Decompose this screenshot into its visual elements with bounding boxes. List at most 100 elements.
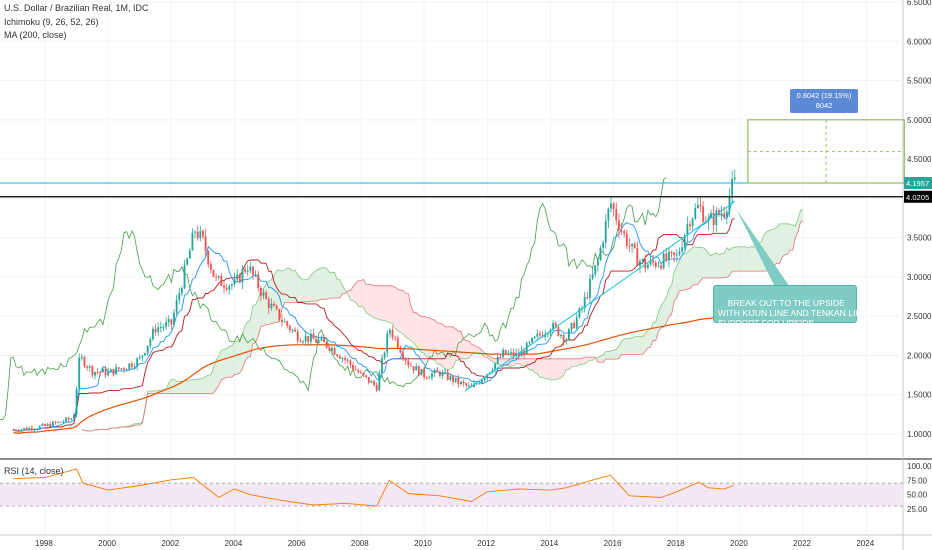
candle-body	[130, 363, 133, 367]
candle-body	[196, 231, 199, 239]
ichimoku-cloud-segment	[574, 358, 577, 367]
ichimoku-cloud-segment	[395, 287, 398, 331]
candle-body	[320, 338, 323, 341]
candle-body	[152, 328, 154, 340]
candle-body	[462, 381, 465, 384]
candle-body	[83, 357, 86, 367]
candle-body	[115, 367, 118, 375]
candle-body	[454, 377, 457, 382]
rsi-legend: RSI (14, close)	[4, 466, 64, 476]
candle-body	[460, 381, 462, 384]
ichimoku-cloud-segment	[274, 270, 277, 323]
candle-body	[283, 321, 286, 323]
ichimoku-cloud-segment	[152, 390, 156, 394]
tenkan-line	[13, 200, 735, 432]
candle-body	[136, 358, 139, 367]
candle-body	[341, 357, 344, 359]
ichimoku-cloud-segment	[668, 284, 672, 318]
candle-body	[344, 357, 347, 360]
ichimoku-cloud-segment	[210, 367, 214, 394]
candle-body	[407, 360, 410, 366]
candle-body	[325, 342, 328, 348]
ichimoku-cloud-segment	[237, 339, 240, 374]
ichimoku-cloud-segment	[479, 347, 483, 355]
ichimoku-cloud-segment	[718, 253, 722, 278]
candle-body	[59, 421, 62, 423]
ichimoku-cloud-segment	[500, 358, 504, 366]
candle-body	[362, 372, 365, 376]
time-tick-label: 2022	[793, 539, 811, 548]
candle-body	[660, 265, 662, 269]
candle-body	[96, 371, 99, 373]
candle-body	[649, 259, 652, 265]
candle-body	[170, 319, 173, 325]
ichimoku-cloud-segment	[318, 267, 322, 301]
candle-body	[525, 342, 528, 355]
ichimoku-cloud-segment	[381, 285, 385, 321]
candle-body	[402, 352, 404, 359]
candle-body	[520, 350, 523, 357]
candle-body	[207, 251, 210, 265]
ichimoku-cloud-segment	[445, 326, 448, 371]
ichimoku-cloud-segment	[771, 228, 775, 269]
candle-body	[636, 247, 639, 266]
candle-body	[715, 210, 718, 226]
chikou-span	[0, 177, 667, 421]
measure-label[interactable]: 0.8042 (19.15%) 8042 59 bars, 1797d	[790, 89, 858, 120]
candle-body	[249, 266, 252, 272]
ichimoku-cloud-segment	[740, 246, 743, 272]
ichimoku-cloud-segment	[621, 338, 625, 355]
candle-body	[288, 325, 291, 331]
candle-body	[273, 303, 275, 306]
rsi-tick-label: 100.00	[907, 462, 932, 471]
ichimoku-cloud-segment	[700, 247, 704, 281]
ichimoku-cloud-segment	[287, 268, 290, 303]
ichimoku-cloud-segment	[410, 306, 414, 343]
candle-body	[465, 383, 468, 386]
ichimoku-cloud-segment	[639, 336, 643, 355]
candle-body	[104, 368, 107, 376]
ichimoku-cloud-segment	[255, 299, 259, 343]
ichimoku-cloud-segment	[547, 358, 551, 380]
ichimoku-cloud-segment	[571, 358, 575, 367]
ichimoku-cloud-segment	[524, 358, 527, 367]
candle-body	[65, 417, 67, 422]
candle-body	[233, 279, 236, 285]
ichimoku-cloud-segment	[355, 280, 359, 307]
ichimoku-cloud-segment	[750, 246, 754, 272]
candle-body	[457, 377, 460, 384]
candle-body	[252, 266, 254, 275]
rsi-band	[0, 483, 903, 507]
candle-body	[539, 333, 541, 336]
annotation-box[interactable]: BREAK OUT TO THE UPSIDE WITH KIJUN LINE …	[713, 285, 867, 328]
candle-body	[549, 329, 552, 334]
candle-body	[365, 375, 368, 377]
candle-body	[257, 274, 260, 288]
ichimoku-cloud-segment	[653, 321, 656, 341]
candle-body	[725, 211, 728, 217]
candle-body	[667, 251, 670, 261]
candle-body	[449, 376, 452, 380]
ichimoku-cloud-segment	[326, 268, 330, 300]
candle-body	[286, 321, 289, 326]
candle-body	[399, 347, 402, 353]
candle-body	[307, 335, 310, 342]
price-tick-label: 3.0000	[907, 273, 932, 282]
ichimoku-cloud-segment	[226, 346, 230, 378]
ichimoku-cloud-segment	[368, 284, 372, 316]
time-tick-label: 2024	[856, 539, 874, 548]
candle-body	[328, 347, 331, 351]
ichimoku-cloud-segment	[268, 279, 272, 325]
candle-body	[44, 423, 46, 426]
candle-body	[209, 264, 212, 270]
candle-body	[691, 218, 694, 227]
candle-body	[112, 369, 115, 375]
candle-body	[731, 179, 734, 196]
candle-body	[615, 208, 618, 221]
ichimoku-cloud-segment	[360, 279, 364, 308]
ichimoku-cloud-segment	[453, 326, 456, 368]
ichimoku-cloud-segment	[608, 350, 612, 360]
candle-body	[162, 326, 165, 328]
time-tick-label: 2014	[540, 539, 558, 548]
ichimoku-cloud-segment	[400, 290, 404, 334]
